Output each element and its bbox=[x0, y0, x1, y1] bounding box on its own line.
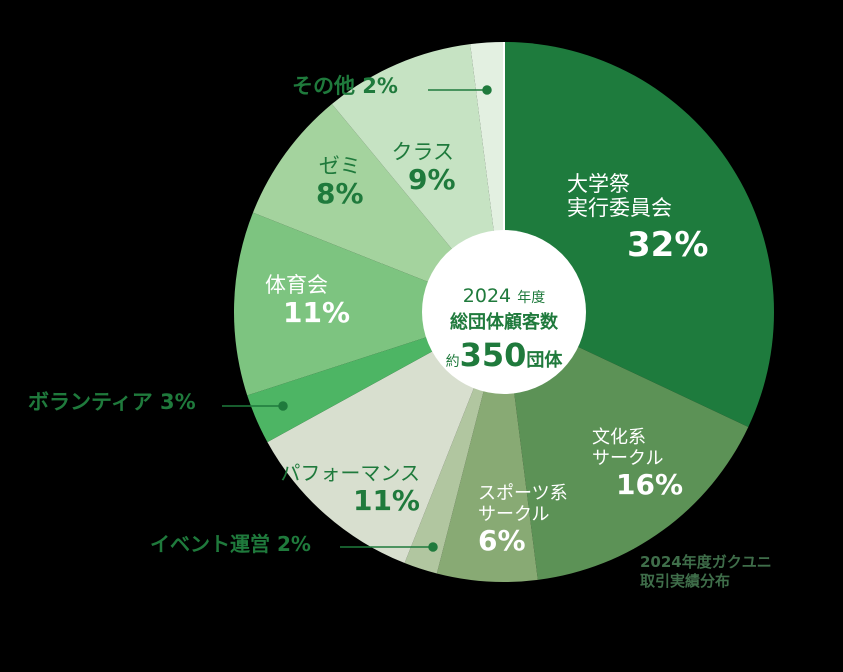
label-performance: パフォーマンス 11% bbox=[280, 461, 420, 517]
caption-line2: 取引実績分布 bbox=[640, 571, 731, 590]
label-volunteer: ボランティア 3% bbox=[28, 390, 196, 414]
label-taiiku: 体育会 11% bbox=[265, 273, 351, 330]
label-event: イベント運営 2% bbox=[150, 532, 311, 556]
center-total-label: 総団体顧客数 bbox=[450, 312, 558, 333]
pie-slice bbox=[233, 212, 504, 396]
center-label: 2024 年度 総団体顧客数 約350団体 bbox=[434, 284, 574, 381]
center-count: 350 bbox=[459, 336, 527, 374]
center-approx: 約 bbox=[445, 354, 460, 370]
pie-slice bbox=[436, 312, 538, 582]
label-class: クラス 9% bbox=[391, 140, 456, 197]
pie-slice bbox=[504, 312, 749, 580]
label-zemi: ゼミ 8% bbox=[316, 154, 364, 211]
center-year-suffix: 年度 bbox=[517, 290, 546, 306]
center-hole bbox=[422, 230, 586, 394]
chart-caption: 2024年度ガクユニ 取引実績分布 bbox=[640, 553, 772, 591]
label-bunka: 文化系 サークル 16% bbox=[592, 427, 684, 502]
center-count-unit: 団体 bbox=[526, 350, 563, 371]
leader-lines bbox=[222, 85, 492, 552]
label-sports: スポーツ系 サークル 6% bbox=[478, 483, 568, 558]
pie-slice bbox=[267, 312, 504, 564]
center-year: 2024 bbox=[462, 285, 512, 307]
label-daigakusai: 大学祭 実行委員会 32% bbox=[567, 172, 709, 266]
label-other: その他 2% bbox=[292, 74, 398, 98]
caption-line1: 2024年度ガクユニ bbox=[640, 553, 772, 571]
